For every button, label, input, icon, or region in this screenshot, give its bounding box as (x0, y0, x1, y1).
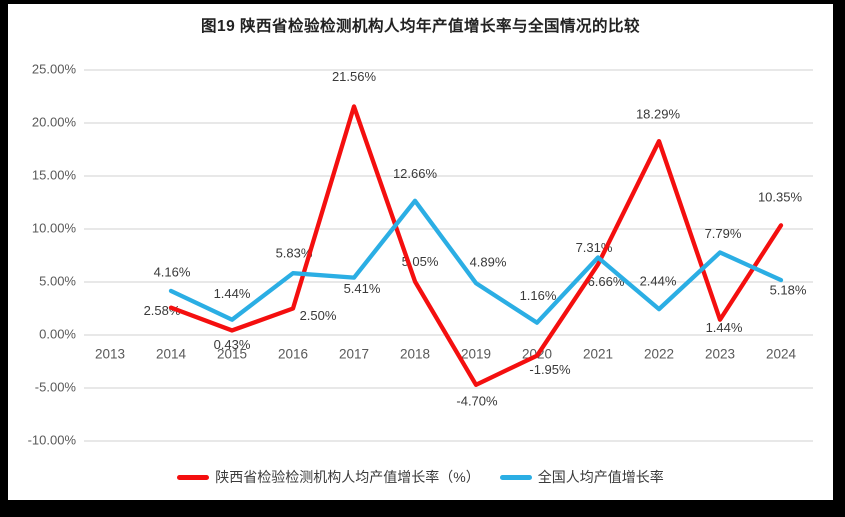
data-label-national: 1.16% (520, 288, 557, 303)
legend-line-swatch-red (177, 474, 210, 480)
legend-label-national: 全国人均产值增长率 (537, 469, 664, 485)
x-axis-label: 2019 (461, 347, 491, 362)
data-label-shaanxi: 1.44% (706, 320, 743, 335)
data-label-shaanxi: -1.95% (529, 362, 571, 377)
x-axis-label: 2022 (644, 347, 674, 362)
x-axis-label: 2017 (339, 347, 369, 362)
data-label-shaanxi: -4.70% (456, 393, 498, 408)
x-axis-label: 2024 (766, 347, 797, 362)
y-tick-label: 25.00% (32, 61, 77, 76)
data-label-national: 2.44% (640, 274, 677, 289)
x-axis-label: 2013 (95, 347, 125, 362)
chart-title: 图19 陕西省检验检测机构人均年产值增长率与全国情况的比较 (200, 18, 641, 35)
y-tick-label: 15.00% (32, 167, 77, 182)
data-label-national: 12.66% (393, 166, 438, 181)
chart-figure: 图19 陕西省检验检测机构人均年产值增长率与全国情况的比较 25.00% 20.0… (8, 4, 833, 500)
x-axis-label: 2018 (400, 347, 430, 362)
y-tick-label: 5.00% (39, 273, 76, 288)
data-label-national: 4.16% (154, 264, 191, 279)
chart-legend: 陕西省检验检测机构人均产值增长率（%） 全国人均产值增长率 (8, 467, 833, 487)
series-line-shaanxi (168, 104, 784, 387)
data-label-shaanxi: 0.43% (214, 337, 251, 352)
x-axis-label: 2014 (156, 347, 187, 362)
data-label-shaanxi: 21.56% (332, 69, 377, 84)
data-label-shaanxi: 10.35% (758, 190, 803, 205)
data-label-national: 7.79% (705, 226, 742, 241)
x-axis-label: 2021 (583, 347, 613, 362)
data-label-shaanxi: 2.50% (300, 308, 337, 323)
y-tick-label: 10.00% (32, 220, 77, 235)
data-label-national: 1.44% (214, 286, 251, 301)
data-label-shaanxi: 6.66% (588, 274, 625, 289)
y-tick-label: 20.00% (32, 114, 77, 129)
data-label-national: 5.41% (344, 281, 381, 296)
legend-line-swatch-blue (499, 474, 532, 480)
data-label-national: 4.89% (470, 255, 507, 270)
x-axis-label: 2015 (217, 347, 247, 362)
data-label-shaanxi: 18.29% (636, 107, 681, 122)
series-line-national (168, 198, 784, 325)
x-axis-label: 2016 (278, 347, 308, 362)
y-tick-label: 0.00% (39, 326, 76, 341)
data-label-national: 5.83% (276, 246, 313, 261)
y-tick-label: -5.00% (35, 379, 77, 394)
legend-item-shaanxi: 陕西省检验检测机构人均产值增长率（%） (177, 467, 480, 487)
data-label-national: 5.18% (770, 283, 807, 298)
y-tick-label: -10.00% (28, 432, 77, 447)
legend-item-national: 全国人均产值增长率 (499, 467, 664, 487)
legend-label-shaanxi: 陕西省检验检测机构人均产值增长率（%） (215, 469, 480, 485)
x-axis-label: 2023 (705, 347, 735, 362)
chart-canvas: 25.00% 20.00% 15.00% 10.00% 5.00% 0.00% -5.00%… (28, 61, 813, 447)
